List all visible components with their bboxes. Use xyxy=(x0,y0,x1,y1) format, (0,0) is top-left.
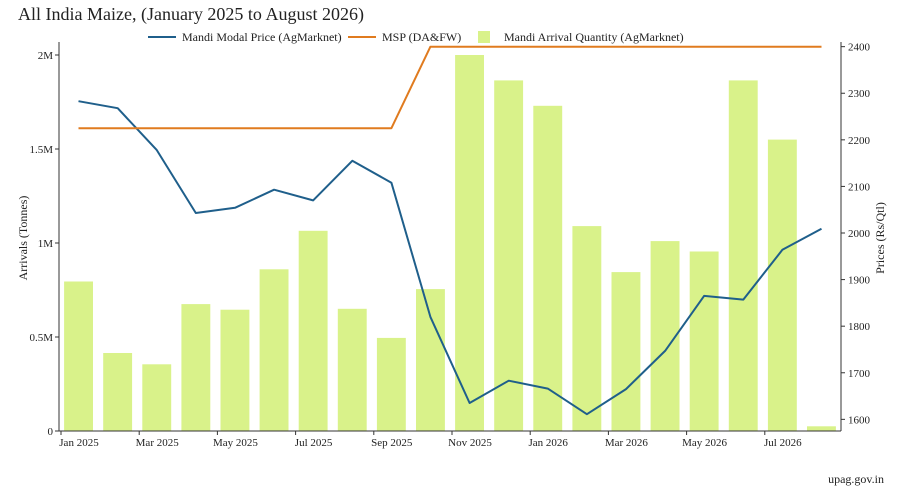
msp-line[interactable] xyxy=(78,45,822,130)
x-tick-label: Jul 2026 xyxy=(764,437,802,449)
x-tick-label: Jan 2025 xyxy=(59,437,99,449)
x-tick-label: May 2025 xyxy=(213,437,258,449)
arrival-bar-dec-2025[interactable] xyxy=(494,80,524,432)
legend-item-msp[interactable]: MSP (DA&FW) xyxy=(348,30,461,44)
right-tick-label: 2300 xyxy=(848,88,871,100)
legend-swatch-bar xyxy=(478,31,490,43)
lines-layer xyxy=(78,45,822,416)
left-tick-label: 0 xyxy=(48,426,54,438)
x-tick-label: Mar 2026 xyxy=(605,437,649,449)
arrival-bar-mar-2026[interactable] xyxy=(611,272,641,431)
right-tick-label: 2400 xyxy=(848,42,871,54)
right-axis-title: Prices (Rs/Qtl) xyxy=(873,202,887,274)
right-tick-label: 1700 xyxy=(848,368,871,380)
left-tick-label: 1M xyxy=(38,238,54,250)
x-tick-label: Nov 2025 xyxy=(448,437,492,449)
legend-label: MSP (DA&FW) xyxy=(382,30,461,44)
arrival-bar-sep-2025[interactable] xyxy=(376,337,406,431)
modal-price-line[interactable] xyxy=(78,100,822,416)
x-tick-label: Sep 2025 xyxy=(371,437,413,449)
arrival-bar-jan-2025[interactable] xyxy=(64,281,93,432)
legend-label: Mandi Modal Price (AgMarknet) xyxy=(182,30,342,44)
x-tick-label: May 2026 xyxy=(682,437,727,449)
right-tick-label: 1800 xyxy=(848,321,871,333)
arrival-bar-may-2026[interactable] xyxy=(689,251,719,432)
arrival-bar-feb-2025[interactable] xyxy=(103,353,133,431)
x-tick-label: Mar 2025 xyxy=(136,437,180,449)
source-label: upag.gov.in xyxy=(828,472,884,486)
chart-title: All India Maize, (January 2025 to August… xyxy=(18,4,364,25)
left-axis-title: Arrivals (Tonnes) xyxy=(16,196,30,281)
arrival-bar-jun-2026[interactable] xyxy=(728,80,758,432)
arrival-bar-jan-2026[interactable] xyxy=(533,105,563,432)
right-tick-label: 2000 xyxy=(848,228,871,240)
arrival-bar-jul-2026[interactable] xyxy=(767,139,797,431)
left-tick-label: 0.5M xyxy=(29,332,53,344)
arrival-bar-aug-2026[interactable] xyxy=(807,426,836,431)
arrival-bar-aug-2025[interactable] xyxy=(337,308,367,431)
legend-item-arrivals[interactable]: Mandi Arrival Quantity (AgMarknet) xyxy=(478,30,684,44)
arrival-bar-nov-2025[interactable] xyxy=(455,55,484,431)
legend-label: Mandi Arrival Quantity (AgMarknet) xyxy=(504,30,684,44)
x-tick-label: Jul 2025 xyxy=(295,437,333,449)
right-tick-label: 2100 xyxy=(848,181,871,193)
legend[interactable]: Mandi Modal Price (AgMarknet) MSP (DA&FW)… xyxy=(148,30,684,44)
right-tick-label: 1600 xyxy=(848,414,871,426)
arrival-bar-jun-2025[interactable] xyxy=(259,269,289,431)
axes-layer: 0 0.5M 1M 1.5M 2M 1600 1700 1800 1900 2000 2100 220… xyxy=(29,42,870,449)
x-tick-label: Jan 2026 xyxy=(528,437,568,449)
legend-item-modal-price[interactable]: Mandi Modal Price (AgMarknet) xyxy=(148,30,342,44)
right-tick-label: 1900 xyxy=(848,275,871,287)
arrival-bar-jul-2025[interactable] xyxy=(298,230,328,431)
arrival-bar-oct-2025[interactable] xyxy=(416,289,445,431)
bars-layer xyxy=(64,55,836,432)
arrival-bar-may-2025[interactable] xyxy=(220,309,250,431)
arrival-bar-mar-2025[interactable] xyxy=(142,364,172,431)
arrival-bar-apr-2025[interactable] xyxy=(181,304,211,431)
arrival-bar-feb-2026[interactable] xyxy=(572,226,602,431)
left-tick-label: 1.5M xyxy=(29,144,53,156)
left-tick-label: 2M xyxy=(38,50,54,62)
right-tick-label: 2200 xyxy=(848,135,871,147)
